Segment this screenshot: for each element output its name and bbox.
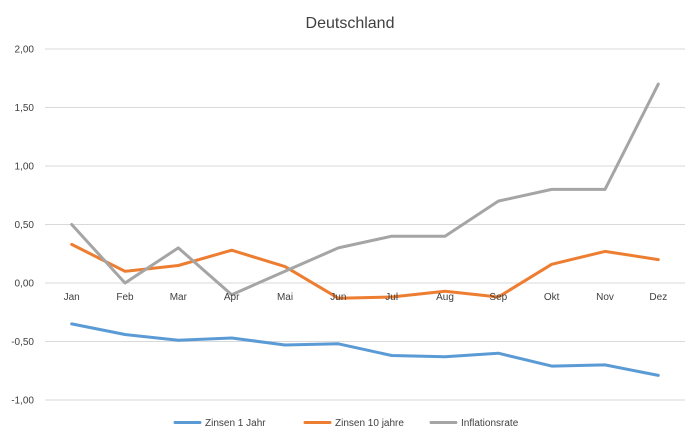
x-tick-label: Apr [224, 292, 240, 303]
chart-title: Deutschland [306, 15, 395, 32]
x-tick-label: Aug [436, 292, 454, 303]
y-tick-label: 0,00 [15, 279, 35, 290]
x-tick-label: Okt [544, 292, 560, 303]
legend-item-inflationsrate: Inflationsrate [429, 418, 519, 429]
y-tick-label: 1,00 [15, 162, 35, 173]
x-tick-label: Jun [330, 292, 346, 303]
legend: Zinsen 1 Jahr Zinsen 10 jahre Inflationsra… [173, 418, 519, 429]
series-line-zinsen-1-jahr [70, 322, 660, 377]
x-tick-label: Dez [649, 292, 667, 303]
y-tick-label: 0,50 [15, 220, 35, 231]
x-tick-label: Mai [277, 292, 293, 303]
x-tick-label: Jan [64, 292, 80, 303]
legend-label: Zinsen 10 jahre [335, 418, 404, 429]
y-tick-label: -1,00 [11, 396, 34, 407]
legend-item-zinsen-1-jahr: Zinsen 1 Jahr [173, 418, 266, 429]
y-tick-label: -0,50 [11, 337, 34, 348]
y-axis-ticks: 2,00 1,50 1,00 0,50 0,00 -0,50 -1,00 [11, 45, 34, 407]
y-tick-label: 1,50 [15, 103, 35, 114]
legend-label: Inflationsrate [461, 418, 519, 429]
x-tick-label: Mar [170, 292, 188, 303]
x-tick-label: Jul [385, 292, 398, 303]
gridlines [45, 48, 685, 401]
series-line-zinsen-10-jahre [70, 242, 660, 300]
y-tick-label: 2,00 [15, 45, 35, 56]
series-lines [70, 82, 660, 377]
x-tick-label: Nov [596, 292, 614, 303]
legend-item-zinsen-10-jahre: Zinsen 10 jahre [303, 418, 404, 429]
series-line-inflationsrate [70, 82, 660, 297]
x-axis-ticks: Jan Feb Mar Apr Mai Jun Jul Aug Sep Okt Nov Dez [64, 292, 668, 303]
legend-label: Zinsen 1 Jahr [205, 418, 266, 429]
x-tick-label: Feb [116, 292, 134, 303]
x-tick-label: Sep [489, 292, 507, 303]
